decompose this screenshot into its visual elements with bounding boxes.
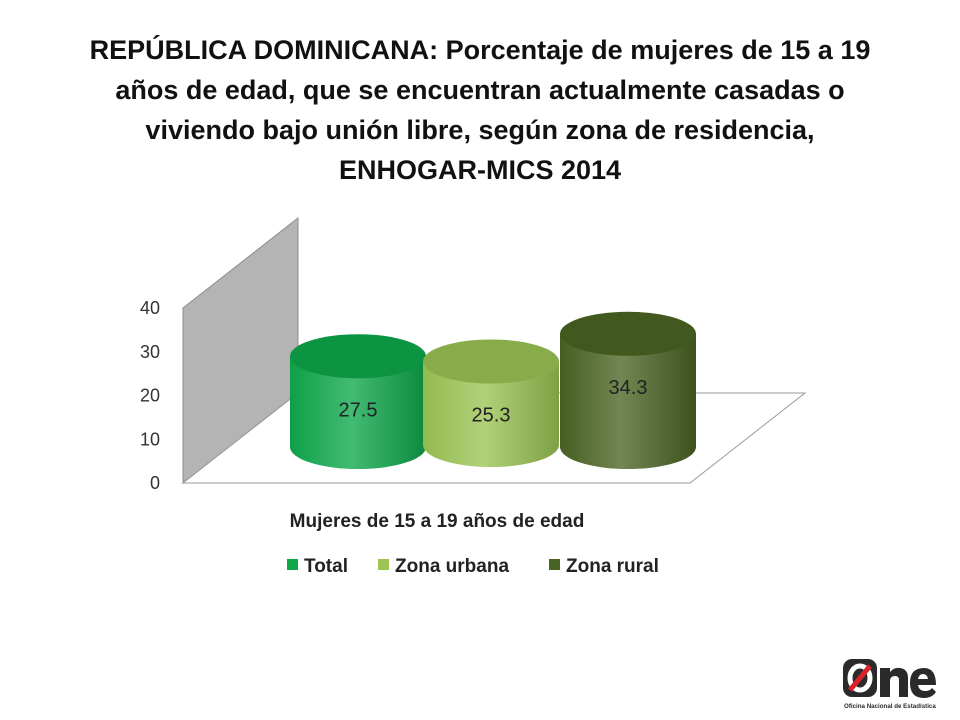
legend-swatch [549,559,560,570]
cylinder-2 [423,339,559,467]
logo-o-slash [848,664,872,692]
logo-caption: Oficina Nacional de Estadística [844,703,936,710]
cylinders [290,311,696,469]
legend-item: Zona rural [549,556,659,577]
legend-swatch [287,559,298,570]
cylinder-body [290,356,426,469]
cylinder-top [290,334,426,379]
legend-item: Total [287,556,348,577]
legend-label: Total [304,556,348,577]
title-line-4: ENHOGAR-MICS 2014 [338,155,622,185]
title-line-1: REPÚBLICA DOMINICANA: Porcentaje de muje… [89,35,871,65]
cylinder-1 [290,334,426,469]
y-tick-label: 10 [140,429,160,449]
value-labels: 27.5 25.3 34.3 [339,377,648,427]
cylinder-3 [560,311,696,469]
legend-label: Zona rural [566,556,659,577]
legend-item: Zona urbana [378,556,509,577]
title-line-3: viviendo bajo unión libre, según zona de… [145,115,815,145]
y-axis: 0 10 20 30 40 [140,298,160,493]
cylinder-body [423,361,559,467]
one-logo: Oficina Nacional de Estadística [843,659,936,710]
title-line-2: años de edad, que se encuentran actualme… [115,75,845,105]
cylinder-body [560,333,696,469]
cylinder-top [560,311,696,356]
chart-title: REPÚBLICA DOMINICANA: Porcentaje de muje… [60,30,900,190]
value-label: 27.5 [339,399,378,421]
legend-label: Zona urbana [395,556,509,577]
y-tick-label: 20 [140,386,160,406]
value-label: 25.3 [472,405,511,427]
cylinder-top [423,339,559,384]
legend-swatch [378,559,389,570]
y-tick-label: 40 [140,298,160,318]
value-label: 34.3 [609,377,648,399]
y-tick-label: 30 [140,342,160,362]
x-axis-label: Mujeres de 15 a 19 años de edad [290,511,585,532]
logo-n-glyph [880,667,908,697]
logo-e-glyph [910,668,936,698]
legend: Total Zona urbana Zona rural [287,556,659,577]
logo-o-ring [847,663,873,693]
y-tick-label: 0 [150,473,160,493]
logo-caption-bar [843,700,936,710]
